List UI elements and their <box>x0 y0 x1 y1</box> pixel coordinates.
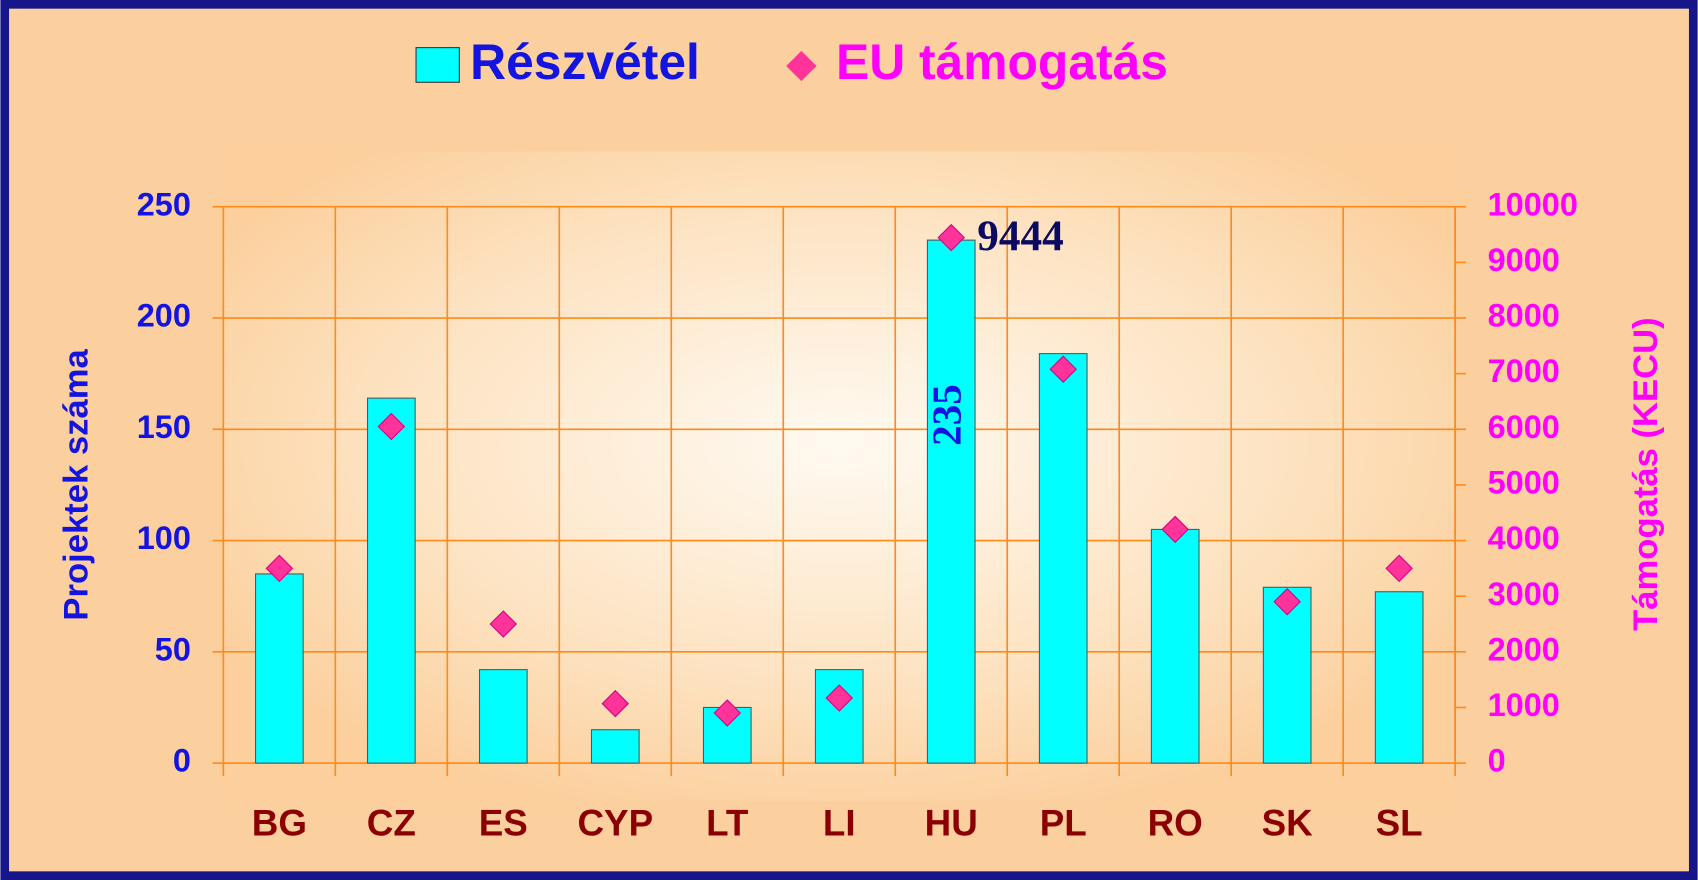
y-tick-label: 150 <box>137 409 191 445</box>
marker <box>825 684 854 712</box>
marker <box>377 412 406 441</box>
marker <box>1273 588 1301 616</box>
x-tick-label: LI <box>823 803 856 844</box>
y-axis-title: Projektek száma <box>57 348 95 620</box>
marker <box>489 610 518 638</box>
legend-swatch <box>415 47 460 83</box>
y2-tick-label: 8000 <box>1488 298 1560 334</box>
marker <box>1161 515 1189 544</box>
x-tick-label: ES <box>479 803 528 844</box>
x-tick-label: LT <box>706 803 749 844</box>
x-tick-label: PL <box>1040 803 1087 844</box>
data-label: 9444 <box>977 212 1064 260</box>
legend-label: Részvétel <box>470 34 700 90</box>
bar <box>1150 528 1200 764</box>
bar <box>255 573 304 764</box>
y2-tick-label: 9000 <box>1488 242 1560 278</box>
y2-tick-label: 7000 <box>1488 353 1560 389</box>
x-tick-label: CYP <box>577 803 653 844</box>
x-tick-label: BG <box>252 803 307 844</box>
bar <box>1038 353 1088 764</box>
bar <box>814 669 864 764</box>
y2-tick-label: 4000 <box>1488 520 1560 556</box>
y2-tick-label: 10000 <box>1488 186 1578 222</box>
x-tick-label: SL <box>1376 803 1423 844</box>
marker <box>1385 554 1413 583</box>
x-tick-label: SK <box>1262 803 1314 844</box>
marker <box>265 554 294 583</box>
y-tick-label: 250 <box>137 186 191 222</box>
y-tick-label: 100 <box>137 520 191 556</box>
y2-axis-title: Támogatás (KECU) <box>1627 317 1665 631</box>
marker <box>1049 355 1077 383</box>
data-label: 235 <box>924 384 970 446</box>
y2-tick-label: 6000 <box>1488 409 1560 445</box>
marker <box>937 223 965 252</box>
bar <box>1374 591 1424 764</box>
marker <box>601 689 630 718</box>
y-tick-label: 200 <box>137 298 191 334</box>
bar <box>590 729 640 764</box>
y2-tick-label: 3000 <box>1488 576 1560 612</box>
x-tick-label: HU <box>925 803 978 844</box>
legend-label: EU támogatás <box>836 34 1168 90</box>
bar <box>366 397 416 764</box>
y-tick-label: 0 <box>173 743 191 779</box>
bar <box>1262 586 1312 764</box>
y2-tick-label: 5000 <box>1488 464 1560 500</box>
y-tick-label: 50 <box>155 631 191 667</box>
y2-tick-label: 1000 <box>1488 687 1560 723</box>
bar <box>478 669 528 764</box>
marker <box>713 699 742 727</box>
x-tick-label: CZ <box>367 803 416 844</box>
bar <box>926 239 976 764</box>
y2-tick-label: 0 <box>1488 743 1506 779</box>
y2-tick-label: 2000 <box>1488 631 1560 667</box>
x-tick-label: RO <box>1148 803 1203 844</box>
